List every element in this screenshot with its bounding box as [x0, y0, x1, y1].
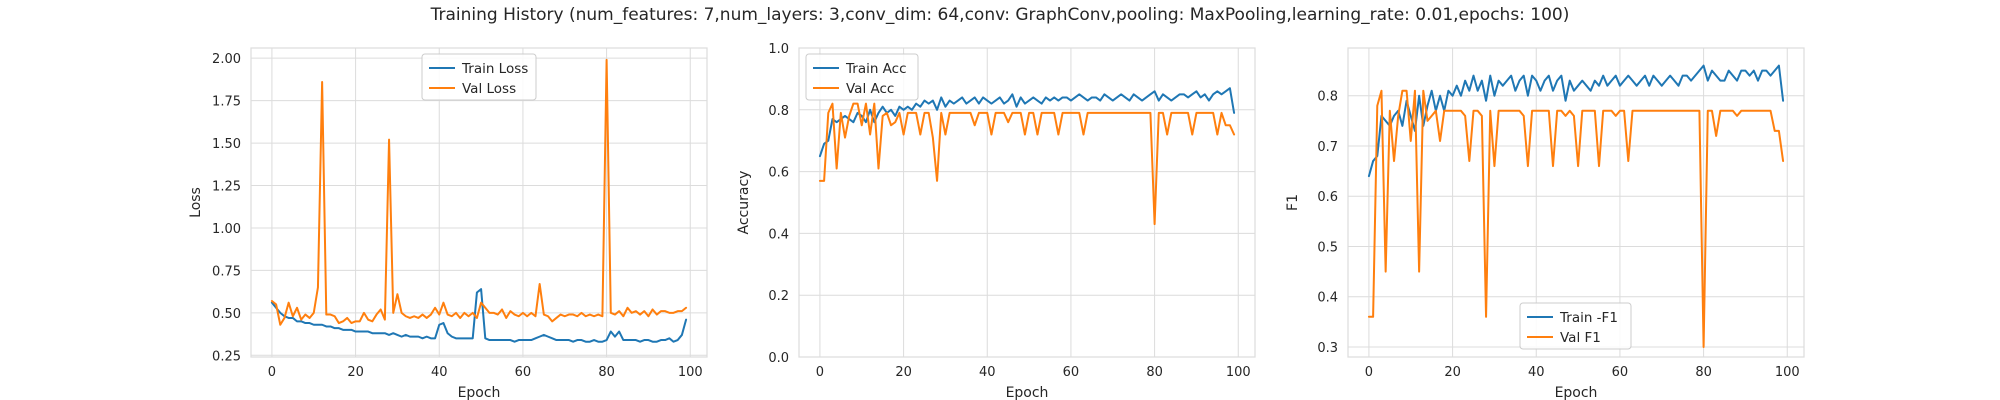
y-tick-label: 0.6: [768, 166, 789, 181]
plot-frame: [250, 47, 708, 358]
y-tick-labels: 0.3 0.4 0.5 0.6 0.7 0.8: [1317, 90, 1338, 356]
legend-label: Train Loss: [461, 61, 528, 77]
x-tick-label: 20: [1444, 365, 1461, 380]
y-tick-labels: 0.25 0.50 0.75 1.00 1.25 1.50 1.75 2.00: [212, 52, 241, 364]
y-tick-label: 0.25: [212, 349, 241, 364]
chart-panels: 0 20 40 60 80 1000.250.500.751.001.251.501.75…: [188, 42, 1805, 400]
legend: Train Loss Val Loss: [421, 53, 537, 101]
y-axis-label: Loss: [188, 187, 204, 218]
series-line-1: [270, 288, 688, 343]
y-tick-label: 0.6: [1317, 190, 1338, 205]
y-tick-label: 2.00: [212, 52, 241, 67]
x-axis-label: Epoch: [1006, 385, 1049, 400]
y-tick-label: 0.0: [768, 351, 789, 366]
x-tick-label: 40: [431, 365, 448, 380]
figure-title: Training History (num_features: 7,num_la…: [430, 5, 1570, 25]
y-axis-label: Accuracy: [736, 171, 752, 235]
legend-label: Val Loss: [462, 81, 516, 97]
y-tick-label: 0.7: [1317, 140, 1338, 155]
y-tick-label: 0.50: [212, 307, 241, 322]
x-tick-labels: 0 20 40 60 80 100: [268, 365, 703, 380]
y-tick-label: 1.0: [768, 42, 789, 57]
x-tick-labels: 0 20 40 60 80 100: [816, 365, 1251, 380]
x-axis-label: Epoch: [1555, 385, 1598, 400]
y-tick-label: 0.8: [1317, 90, 1338, 105]
x-tick-label: 40: [979, 365, 996, 380]
y-tick-label: 0.4: [1317, 291, 1338, 306]
series-line-2: [818, 102, 1236, 226]
chart-panel-3: 0 20 40 60 80 100 0.3 0.4 0.5 0.6 0.7 0.8 Epoch F1 Tra…: [1285, 47, 1805, 400]
plot-frame: [798, 47, 1256, 358]
y-tick-label: 1.50: [212, 137, 241, 152]
x-tick-label: 60: [1063, 365, 1080, 380]
x-tick-label: 100: [678, 365, 703, 380]
y-tick-label: 0.5: [1317, 240, 1338, 255]
x-tick-label: 80: [598, 365, 615, 380]
x-tick-label: 100: [1226, 365, 1251, 380]
x-tick-label: 20: [895, 365, 912, 380]
y-tick-label: 0.3: [1317, 341, 1338, 356]
series-line-1: [818, 87, 1236, 158]
series-line-1: [1367, 64, 1785, 178]
x-tick-label: 80: [1695, 365, 1712, 380]
x-tick-label: 0: [1365, 365, 1373, 380]
x-tick-label: 20: [347, 365, 364, 380]
legend-label: Val Acc: [846, 81, 894, 97]
y-tick-label: 1.00: [212, 222, 241, 237]
legend-label: Train Acc: [845, 61, 907, 77]
y-axis-label: F1: [1285, 194, 1301, 211]
x-tick-labels: 0 20 40 60 80 100: [1365, 365, 1800, 380]
series-line-2: [270, 58, 688, 326]
x-tick-label: 80: [1146, 365, 1163, 380]
x-tick-label: 60: [515, 365, 532, 380]
y-tick-label: 0.4: [768, 227, 789, 242]
plot-frame: [1347, 47, 1805, 358]
x-tick-label: 40: [1528, 365, 1545, 380]
legend: Train Acc Val Acc: [805, 53, 919, 101]
y-tick-label: 0.2: [768, 289, 789, 304]
x-tick-label: 0: [816, 365, 824, 380]
y-tick-label: 0.75: [212, 264, 241, 279]
x-tick-label: 0: [268, 365, 276, 380]
series-line-2: [1367, 89, 1785, 348]
y-tick-label: 1.25: [212, 180, 241, 195]
legend-label: Val F1: [1560, 330, 1601, 346]
y-tick-label: 0.8: [768, 104, 789, 119]
x-tick-label: 60: [1612, 365, 1629, 380]
y-tick-label: 1.75: [212, 95, 241, 110]
legend-label: Train -F1: [1559, 310, 1618, 326]
legend: Train -F1 Val F1: [1519, 302, 1632, 350]
chart-panel-2: 0 20 40 60 80 100 0.0 0.2 0.4 0.6 0.8 1.0 Epoch Accur…: [736, 42, 1256, 400]
y-tick-labels: 0.0 0.2 0.4 0.6 0.8 1.0: [768, 42, 789, 366]
chart-panel-1: 0 20 40 60 80 100 0.25 0.50 0.75 1.00 1.25 1.50 1.75…: [188, 47, 708, 400]
x-tick-label: 100: [1775, 365, 1800, 380]
x-axis-label: Epoch: [458, 385, 501, 400]
